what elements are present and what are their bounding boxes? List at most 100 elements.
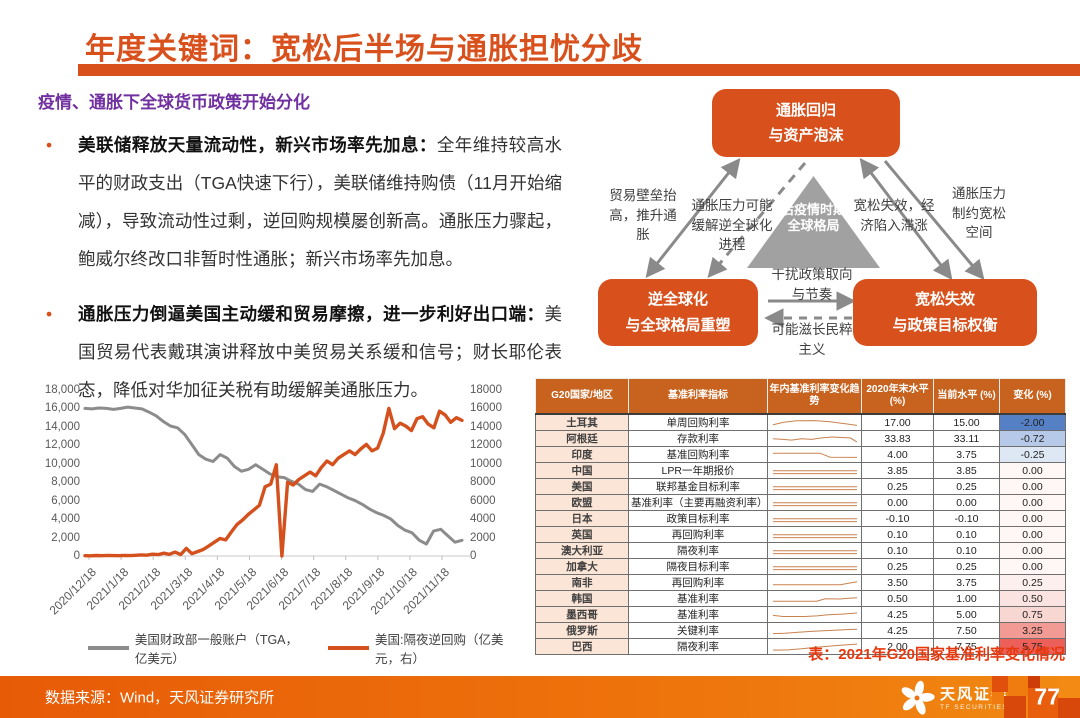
table-cell: 巴西 — [535, 638, 629, 655]
tf-securities-logo-icon — [901, 680, 935, 715]
table-cell: 加拿大 — [535, 558, 629, 575]
sparkline — [772, 485, 857, 490]
table-cell: 5.75 — [999, 638, 1066, 655]
sparkline — [772, 612, 857, 617]
brand-name-en: TF SECURITIES — [940, 704, 1009, 711]
table-cell: 再回购利率 — [628, 574, 768, 591]
table-cell: 0.00 — [999, 462, 1066, 479]
table-row: 印度 基准回购利率 4.00 3.75 -0.25 — [535, 446, 1066, 463]
diagram-box-line: 与全球格局重塑 — [625, 316, 731, 334]
table-header-row: G20国家/地区 基准利率指标 年内基准利率变化趋势 2020年末水平 (%) 当前水平… — [535, 378, 1066, 415]
y-axis-tick-label: 16,000 — [44, 402, 80, 415]
table-header-cell: 基准利率指标 — [628, 378, 768, 415]
table-cell-sparkline — [767, 574, 862, 591]
chart: 18,000 16,000 14,000 12,000 10,000 8,000 6,000… — [30, 383, 515, 666]
table-row: 巴西 隔夜利率 2.00 7.75 5.75 — [535, 638, 1066, 655]
table-cell: 俄罗斯 — [535, 622, 629, 639]
table-row: 日本 政策目标利率 -0.10 -0.10 0.00 — [535, 510, 1066, 527]
legend-item: 美国:隔夜逆回购（亿美元，右） — [328, 629, 515, 667]
table-cell: 7.75 — [933, 638, 1000, 655]
sparkline — [772, 533, 857, 538]
sparkline — [772, 628, 857, 634]
y-axis-tick-label: 4000 — [470, 513, 496, 526]
bullet-body-text: 全年维持较高水平的财政支出（TGA快速下行），美联储维持购债（11月开始缩减），… — [78, 135, 563, 269]
y-axis-tick-label: 16000 — [470, 402, 502, 415]
rates-table: G20国家/地区 基准利率指标 年内基准利率变化趋势 2020年末水平 (%) 当前水平… — [535, 378, 1066, 655]
table-row: 澳大利亚 隔夜利率 0.10 0.10 0.00 — [535, 542, 1066, 559]
diagram-label-populism: 可能滋长民粹主义 — [771, 322, 853, 357]
table-cell: 印度 — [535, 446, 629, 463]
sparkline — [772, 549, 857, 554]
table-cell-sparkline — [767, 590, 862, 607]
table-header-cell: 2020年末水平 (%) — [861, 378, 934, 415]
table-cell: 英国 — [535, 526, 629, 543]
table-cell: 墨西哥 — [535, 606, 629, 623]
y-axis-tick-label: 8000 — [470, 476, 496, 489]
table-cell: 0.10 — [861, 526, 934, 543]
table-cell: 韩国 — [535, 590, 629, 607]
table-cell: 南非 — [535, 574, 629, 591]
table-cell: 0.00 — [999, 558, 1066, 575]
footer-mosaic — [992, 676, 1080, 718]
table-row: 南非 再回购利率 3.50 3.75 0.25 — [535, 574, 1066, 591]
diagram-label-trade-barriers: 贸易壁垒抬高，推升通胀 — [609, 188, 677, 243]
table-cell: 0.00 — [999, 478, 1066, 495]
table-cell: 3.75 — [933, 446, 1000, 463]
legend-item: 美国财政部一般账户（TGA，亿美元） — [88, 629, 302, 667]
diagram-label-inflation-easing: 通胀压力可能缓解逆全球化进程 — [691, 198, 773, 253]
table-cell: 0.25 — [861, 558, 934, 575]
sparkline — [772, 596, 857, 602]
y-axis-tick-label: 10,000 — [44, 457, 80, 470]
table-cell: -0.25 — [999, 446, 1066, 463]
legend-label: 美国:隔夜逆回购（亿美元，右） — [375, 633, 504, 666]
table-cell-sparkline — [767, 413, 862, 431]
table-cell: 33.11 — [933, 430, 1000, 447]
bullet-bold-text: 通胀压力倒逼美国主动缓和贸易摩擦，进一步利好出口端： — [78, 304, 545, 324]
table-cell: 4.00 — [861, 446, 934, 463]
table-cell: 0.00 — [999, 510, 1066, 527]
y-axis-tick-label: 12,000 — [44, 439, 80, 452]
table-cell: 基准回购利率 — [628, 446, 768, 463]
table-row: 加拿大 隔夜目标利率 0.25 0.25 0.00 — [535, 558, 1066, 575]
table-row: 中国 LPR一年期报价 3.85 3.85 0.00 — [535, 462, 1066, 479]
table-row: 土耳其 单周回购利率 17.00 15.00 -2.00 — [535, 413, 1066, 431]
table-cell: 欧盟 — [535, 494, 629, 511]
table-cell: 基准利率（主要再融资利率） — [628, 494, 768, 511]
table-cell: 基准利率 — [628, 606, 768, 623]
table-cell-sparkline — [767, 638, 862, 655]
legend-label: 美国财政部一般账户（TGA，亿美元） — [134, 633, 299, 666]
y-axis-tick-label: 18000 — [470, 384, 502, 396]
sparkline — [772, 643, 857, 651]
table-cell: 基准利率 — [628, 590, 768, 607]
diagram-box-line: 与资产泡沫 — [768, 127, 844, 144]
triangle-label: 后疫情时期全球格局 — [747, 202, 880, 235]
table-cell: 隔夜利率 — [628, 638, 768, 655]
sparkline — [772, 452, 857, 458]
table-row: 墨西哥 基准利率 4.25 5.00 0.75 — [535, 606, 1066, 623]
diagram-label-stagflation: 宽松失效，经济陷入滞涨 — [853, 198, 935, 233]
table-cell: 单周回购利率 — [628, 413, 768, 431]
table-cell: 阿根廷 — [535, 430, 629, 447]
bullet-list: 美联储释放天量流动性，新兴市场率先加息：全年维持较高水平的财政支出（TGA快速下… — [38, 126, 562, 426]
triangle-label-text: 后疫情时期全球格局 — [780, 202, 846, 234]
table-cell-sparkline — [767, 558, 862, 575]
table-cell: 0.25 — [861, 478, 934, 495]
y-axis-tick-label: 0 — [470, 550, 477, 562]
y-axis-tick-label: 12000 — [470, 439, 502, 452]
y-axis-tick-label: 18,000 — [44, 384, 80, 396]
table-cell: 17.00 — [861, 413, 934, 431]
y-axis-tick-label: 2000 — [470, 531, 496, 544]
legend-swatch — [328, 646, 369, 650]
table-cell: 0.00 — [999, 494, 1066, 511]
bullet-item: 美联储释放天量流动性，新兴市场率先加息：全年维持较高水平的财政支出（TGA快速下… — [38, 126, 562, 278]
table-cell: 15.00 — [933, 413, 1000, 431]
sparkline — [772, 580, 857, 585]
data-source-text: 数据来源：Wind，天风证券研究所 — [45, 689, 275, 707]
page-title: 年度关键词：宽松后半场与通胀担忧分歧 — [85, 33, 643, 66]
table-cell: -2.00 — [999, 413, 1066, 431]
table-cell: 0.25 — [933, 478, 1000, 495]
table-cell: 政策目标利率 — [628, 510, 768, 527]
table-cell: 0.00 — [861, 494, 934, 511]
table-header-cell: G20国家/地区 — [535, 378, 629, 415]
